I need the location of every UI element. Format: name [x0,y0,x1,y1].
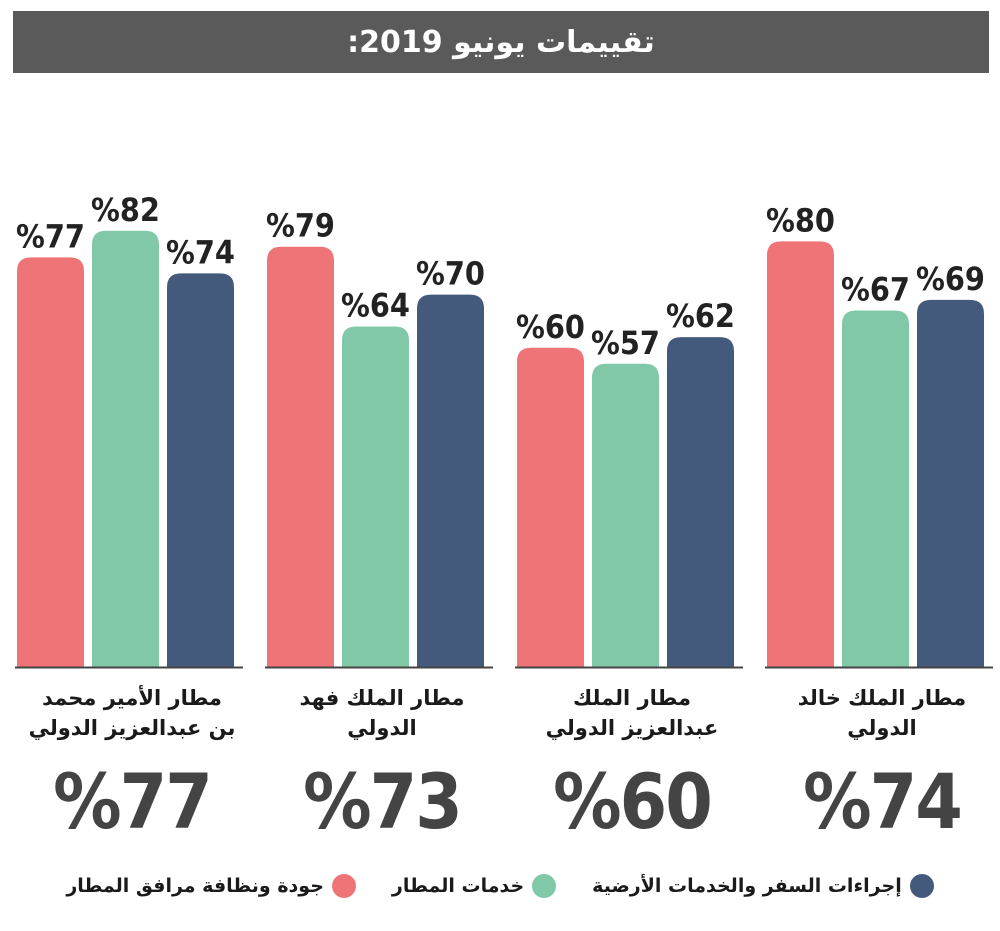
airport-name-line1: مطار الملك [572,686,692,710]
legend-swatch-travel [909,874,934,898]
bar-travel-3 [167,273,234,667]
chart-title: تقييمات يونيو 2019: [347,24,655,60]
bar-ground-2 [342,326,409,667]
bar-value-label: %74 [166,233,235,271]
legend-swatch-quality [331,874,356,898]
airport-name-king-abdulaziz: مطار الملك عبدالعزيز الدولي [512,683,752,743]
bar-value-label: %69 [916,260,985,298]
overall-percent-sign: % [53,757,122,846]
airport-name-line2: الدولي [847,716,917,740]
airport-name-king-khalid: مطار الملك خالد الدولي [762,683,1000,743]
airport-name-line1: مطار الملك خالد [797,686,967,710]
bar-value-label: %64 [341,287,410,325]
legend-label: خدمات المطار [391,875,525,897]
legend-item-travel: إجراءات السفر والخدمات الأرضية [592,874,934,898]
bar-value-label: %60 [516,308,585,346]
legend-label: إجراءات السفر والخدمات الأرضية [592,875,902,897]
airport-name-line2: عبدالعزيز الدولي [545,716,719,740]
bar-travel-1 [667,337,734,667]
airport-name-king-fahd: مطار الملك فهد الدولي [262,683,502,743]
bar-quality-3 [17,257,84,667]
overall-score-king-abdulaziz: %60 [512,757,752,846]
bar-ground-3 [92,230,159,667]
legend-item-quality: جودة ونظافة مرافق المطار [66,874,356,898]
airport-name-line1: مطار الملك فهد [299,686,465,710]
overall-value: 77 [119,757,213,846]
chart-title-bar: تقييمات يونيو 2019: [13,11,989,73]
overall-value: 74 [869,757,963,846]
overall-percent-sign: % [553,757,622,846]
overall-value: 60 [619,757,713,846]
overall-percent-sign: % [303,757,372,846]
legend-swatch-ground [532,874,557,898]
bar-ground-0 [842,310,909,667]
chart-legend: إجراءات السفر والخدمات الأرضية خدمات الم… [0,868,1000,904]
legend-item-ground: خدمات المطار [391,874,557,898]
overall-score-king-fahd: %73 [262,757,502,846]
bar-value-label: %70 [416,255,485,293]
bar-travel-2 [417,294,484,667]
legend-label: جودة ونظافة مرافق المطار [66,875,324,897]
overall-percent-sign: % [803,757,872,846]
bar-quality-1 [517,347,584,667]
bar-value-label: %67 [841,271,910,309]
bar-value-label: %79 [266,207,335,245]
airport-name-prince-mohammed: مطار الأمير محمد بن عبدالعزيز الدولي [12,683,252,743]
bar-value-label: %80 [766,201,835,239]
bar-quality-0 [767,241,834,667]
bar-travel-0 [917,299,984,667]
overall-score-prince-mohammed: %77 [12,757,252,846]
bar-value-label: %82 [91,191,160,229]
bar-value-label: %77 [16,217,85,255]
airport-name-line1: مطار الأمير محمد [42,686,222,710]
overall-value: 73 [369,757,463,846]
airport-name-line2: بن عبدالعزيز الدولي [28,716,236,740]
bar-quality-2 [267,246,334,667]
bar-value-label: %57 [591,324,660,362]
airport-name-line2: الدولي [347,716,417,740]
bar-value-label: %62 [666,297,735,335]
overall-score-king-khalid: %74 [762,757,1000,846]
bar-ground-1 [592,363,659,667]
